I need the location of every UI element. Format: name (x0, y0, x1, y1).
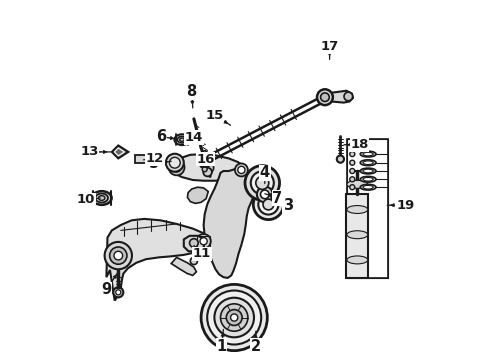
Circle shape (110, 247, 127, 264)
Circle shape (220, 304, 248, 331)
Ellipse shape (347, 256, 368, 264)
Circle shape (257, 186, 273, 202)
Polygon shape (204, 168, 256, 278)
Ellipse shape (347, 180, 368, 188)
Text: 8: 8 (187, 84, 197, 99)
Circle shape (196, 234, 211, 248)
Polygon shape (114, 148, 124, 156)
Circle shape (190, 257, 197, 265)
Circle shape (235, 163, 248, 176)
Circle shape (350, 160, 355, 165)
Ellipse shape (363, 152, 373, 156)
Ellipse shape (363, 169, 373, 173)
Polygon shape (184, 236, 204, 251)
Text: 7: 7 (272, 190, 282, 206)
Circle shape (201, 284, 268, 351)
Text: 12: 12 (146, 152, 164, 165)
Circle shape (116, 290, 121, 295)
Ellipse shape (174, 134, 190, 145)
Bar (346, 194, 368, 278)
Circle shape (226, 310, 242, 325)
Circle shape (344, 92, 353, 101)
Circle shape (207, 291, 261, 345)
Circle shape (203, 168, 212, 176)
Circle shape (148, 154, 158, 164)
Bar (346, 139, 388, 278)
Circle shape (350, 177, 355, 182)
Circle shape (251, 171, 274, 194)
Circle shape (337, 156, 344, 163)
Ellipse shape (360, 160, 376, 166)
Text: 18: 18 (350, 138, 368, 151)
Bar (135, 155, 153, 163)
Circle shape (261, 190, 269, 199)
Circle shape (202, 151, 208, 157)
Text: 3: 3 (283, 198, 293, 213)
Circle shape (263, 199, 274, 210)
Polygon shape (171, 257, 196, 275)
Ellipse shape (360, 184, 376, 190)
Circle shape (203, 162, 214, 173)
Circle shape (113, 287, 123, 297)
Bar (197, 236, 210, 248)
Ellipse shape (360, 151, 376, 157)
Text: 4: 4 (260, 165, 270, 180)
Text: 15: 15 (205, 109, 223, 122)
Polygon shape (112, 145, 128, 158)
Circle shape (258, 194, 278, 215)
Ellipse shape (363, 177, 373, 181)
Ellipse shape (347, 231, 368, 239)
Ellipse shape (180, 138, 184, 141)
Circle shape (231, 314, 238, 321)
Ellipse shape (347, 206, 368, 213)
Circle shape (256, 176, 269, 189)
Polygon shape (187, 187, 208, 203)
Circle shape (114, 251, 122, 260)
Text: 1: 1 (217, 339, 227, 354)
Text: 11: 11 (193, 247, 211, 260)
Bar (346, 139, 388, 278)
Text: 5: 5 (149, 156, 159, 171)
Ellipse shape (360, 168, 376, 174)
Polygon shape (329, 91, 353, 103)
Ellipse shape (363, 161, 373, 165)
Circle shape (166, 154, 184, 172)
Circle shape (238, 166, 245, 174)
Text: 19: 19 (396, 199, 415, 212)
Circle shape (317, 89, 333, 105)
Ellipse shape (363, 185, 373, 189)
Text: 17: 17 (320, 40, 339, 53)
Circle shape (169, 159, 185, 175)
Text: 14: 14 (185, 131, 203, 144)
Circle shape (190, 239, 198, 247)
Circle shape (198, 154, 211, 167)
Text: 13: 13 (80, 145, 98, 158)
Text: 16: 16 (196, 153, 215, 166)
Ellipse shape (96, 194, 108, 202)
Circle shape (215, 298, 254, 337)
Circle shape (200, 238, 207, 245)
Ellipse shape (177, 136, 187, 143)
Circle shape (350, 185, 355, 190)
Ellipse shape (360, 176, 376, 182)
Circle shape (320, 93, 329, 102)
Text: 10: 10 (77, 193, 95, 206)
Ellipse shape (98, 196, 105, 200)
Circle shape (104, 242, 132, 269)
Circle shape (151, 157, 156, 162)
Ellipse shape (92, 191, 112, 205)
Polygon shape (172, 154, 245, 181)
Circle shape (350, 152, 355, 157)
Circle shape (350, 168, 355, 174)
Circle shape (253, 189, 284, 220)
Text: 9: 9 (101, 282, 111, 297)
Circle shape (170, 157, 180, 168)
Text: 6: 6 (156, 129, 167, 144)
Circle shape (172, 163, 181, 172)
Text: 2: 2 (251, 339, 261, 354)
Polygon shape (106, 219, 210, 301)
Circle shape (202, 167, 207, 172)
Circle shape (245, 166, 280, 200)
